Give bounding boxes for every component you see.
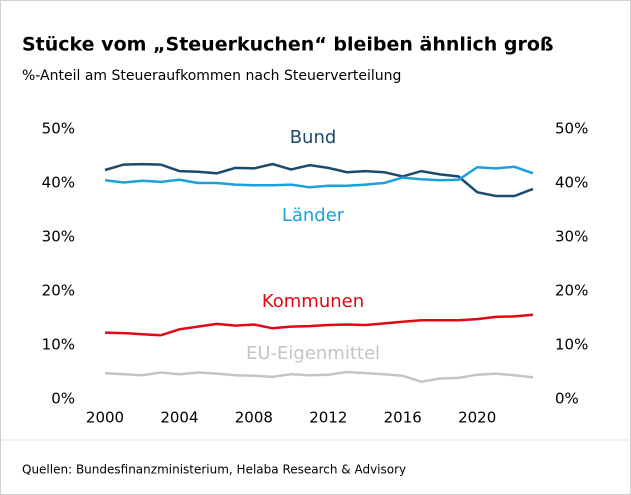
series-line — [104, 313, 534, 337]
series-label: Bund — [290, 127, 337, 148]
y-tick-label: 50% — [42, 120, 75, 138]
series-line — [104, 165, 534, 189]
y2-tick-label: 10% — [555, 336, 588, 354]
y2-tick-label: 20% — [555, 282, 588, 300]
x-tick-label: 2020 — [458, 409, 496, 427]
series-label: Kommunen — [262, 291, 364, 312]
x-tick-label: 2012 — [309, 409, 347, 427]
x-tick-label: 2004 — [160, 409, 198, 427]
x-tick-label: 2000 — [86, 409, 124, 427]
chart-title: Stücke vom „Steuerkuchen“ bleiben ähnlic… — [22, 34, 554, 56]
y2-tick-label: 30% — [555, 228, 588, 246]
y-tick-label: 30% — [42, 228, 75, 246]
y2-tick-label: 50% — [555, 120, 588, 138]
y2-tick-label: 40% — [555, 174, 588, 192]
x-tick-label: 2008 — [235, 409, 273, 427]
y2-tick-label: 0% — [555, 390, 579, 408]
series-line — [104, 370, 534, 383]
x-tick-label: 2016 — [384, 409, 422, 427]
source: Quellen: Bundesfinanzministerium, Helaba… — [22, 463, 406, 477]
chart-subtitle: %-Anteil am Steueraufkommen nach Steuerv… — [22, 68, 401, 84]
y-tick-label: 40% — [42, 174, 75, 192]
y-tick-label: 10% — [42, 336, 75, 354]
y-tick-label: 20% — [42, 282, 75, 300]
series-label: EU-Eigenmittel — [246, 343, 380, 364]
series-label: Länder — [282, 205, 345, 226]
y-tick-label: 0% — [51, 390, 75, 408]
